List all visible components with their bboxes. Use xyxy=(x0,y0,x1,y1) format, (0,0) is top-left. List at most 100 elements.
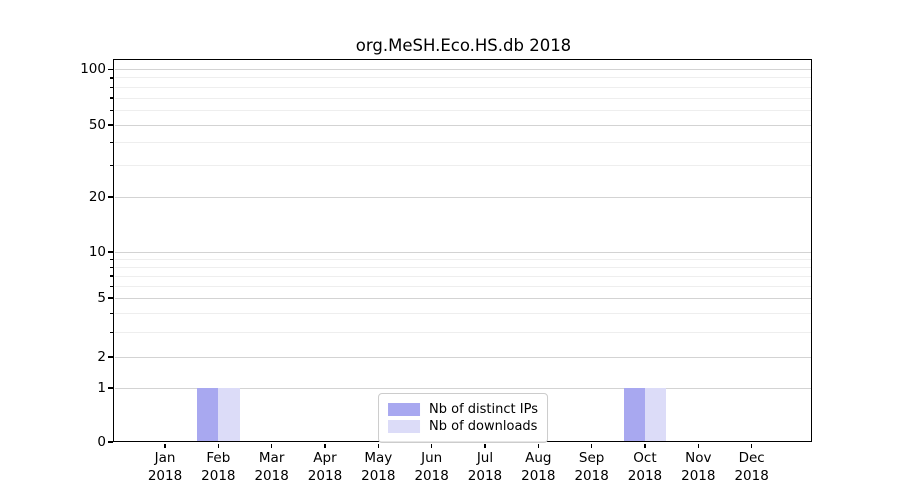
gridline-major xyxy=(115,69,812,70)
y-major-tick xyxy=(108,251,114,253)
y-tick-label: 100 xyxy=(80,61,106,77)
x-tick xyxy=(697,443,699,449)
y-minor-tick xyxy=(110,77,114,79)
x-tick-label: Apr 2018 xyxy=(293,450,357,485)
y-tick-label: 1 xyxy=(97,379,106,396)
x-tick-label: Jul 2018 xyxy=(453,450,517,485)
gridline-minor xyxy=(115,142,812,144)
bar-nb-of-distinct-ips xyxy=(197,388,219,442)
gridline-minor xyxy=(115,313,812,315)
x-tick-label: Sep 2018 xyxy=(560,450,624,485)
gridline-major xyxy=(115,196,812,198)
x-tick xyxy=(484,443,486,449)
x-tick-month: Feb xyxy=(206,450,231,466)
x-tick xyxy=(217,443,220,449)
legend-swatch xyxy=(388,420,421,433)
x-tick-month: Nov xyxy=(685,450,712,466)
gridline-minor xyxy=(115,97,812,99)
gridline-minor xyxy=(115,275,812,277)
x-tick-year: 2018 xyxy=(307,467,343,484)
x-tick-month: Apr xyxy=(313,450,337,466)
x-tick-year: 2018 xyxy=(627,467,663,484)
x-tick xyxy=(590,443,593,449)
gridline-minor xyxy=(115,164,812,166)
x-tick-year: 2018 xyxy=(147,467,183,484)
x-tick-year: 2018 xyxy=(521,467,556,484)
x-tick-month: Mar xyxy=(258,450,285,466)
gridline-major xyxy=(115,387,812,389)
y-major-tick xyxy=(108,196,114,198)
gridline-major xyxy=(115,297,812,299)
legend-entry: Nb of distinct IPs xyxy=(388,402,538,417)
x-tick xyxy=(644,443,646,449)
x-tick-month: May xyxy=(364,450,393,466)
x-tick xyxy=(537,443,539,449)
x-tick-month: Sep xyxy=(578,450,605,466)
gridline-major xyxy=(115,124,812,126)
x-tick xyxy=(164,443,166,449)
plot-area xyxy=(115,61,812,442)
gridline-major xyxy=(115,251,812,253)
bar-nb-of-distinct-ips xyxy=(623,388,645,442)
gridline-minor xyxy=(115,86,812,88)
x-tick-label: Dec 2018 xyxy=(720,450,784,485)
x-tick-label: Nov 2018 xyxy=(666,450,730,485)
x-tick-year: 2018 xyxy=(681,467,716,484)
x-tick-year: 2018 xyxy=(574,467,609,484)
y-major-tick xyxy=(108,441,114,443)
x-tick-label: Jan 2018 xyxy=(133,450,197,485)
x-tick-year: 2018 xyxy=(254,467,289,484)
y-tick-label: 2 xyxy=(97,348,106,365)
x-tick-month: Jun xyxy=(421,450,443,466)
y-minor-tick xyxy=(110,86,114,89)
y-major-tick xyxy=(108,124,114,126)
y-minor-tick xyxy=(110,275,114,277)
x-tick-label: Aug 2018 xyxy=(506,450,570,485)
y-tick-label: 5 xyxy=(97,289,106,306)
y-tick-label: 10 xyxy=(88,243,106,260)
gridline-minor xyxy=(115,332,812,333)
y-minor-tick xyxy=(110,331,114,334)
legend: Nb of distinct IPs Nb of downloads xyxy=(378,393,548,443)
legend-entry: Nb of downloads xyxy=(388,419,538,434)
legend-swatch xyxy=(388,402,421,416)
gridline-minor xyxy=(115,109,812,111)
gridline-minor xyxy=(115,77,812,79)
y-minor-tick xyxy=(110,164,114,167)
gridline-major xyxy=(115,356,812,358)
y-minor-tick xyxy=(110,258,114,260)
y-major-tick xyxy=(108,68,114,71)
y-minor-tick xyxy=(110,266,114,268)
x-tick-year: 2018 xyxy=(414,467,449,484)
legend-label: Nb of downloads xyxy=(429,419,538,434)
y-tick-label: 50 xyxy=(88,116,106,133)
x-tick-month: Dec xyxy=(738,450,765,466)
x-tick-year: 2018 xyxy=(734,467,769,484)
x-tick-label: Feb 2018 xyxy=(186,450,250,485)
x-tick-year: 2018 xyxy=(201,467,236,484)
x-tick-label: Oct 2018 xyxy=(613,450,677,485)
y-minor-tick xyxy=(110,285,114,287)
legend-label: Nb of distinct IPs xyxy=(429,401,538,417)
x-tick-label: May 2018 xyxy=(346,450,410,485)
x-tick-month: Aug xyxy=(525,450,552,466)
y-major-tick xyxy=(108,297,114,299)
bar-nb-of-downloads xyxy=(644,388,667,442)
chart-title: org.MeSH.Eco.HS.db 2018 xyxy=(355,36,572,55)
y-minor-tick xyxy=(110,142,114,144)
y-major-tick xyxy=(108,356,114,358)
y-tick-label: 20 xyxy=(88,188,106,205)
x-tick xyxy=(324,443,326,449)
gridline-minor xyxy=(115,258,812,260)
x-tick-month: Jan xyxy=(154,450,176,466)
y-minor-tick xyxy=(110,312,114,315)
x-tick-month: Oct xyxy=(633,450,657,466)
bar-nb-of-downloads xyxy=(218,388,240,442)
y-major-tick xyxy=(108,387,114,389)
x-tick xyxy=(270,443,273,449)
gridline-minor xyxy=(115,285,812,287)
x-tick-year: 2018 xyxy=(467,467,503,484)
y-minor-tick xyxy=(110,109,114,112)
x-tick-label: Jun 2018 xyxy=(400,450,464,485)
